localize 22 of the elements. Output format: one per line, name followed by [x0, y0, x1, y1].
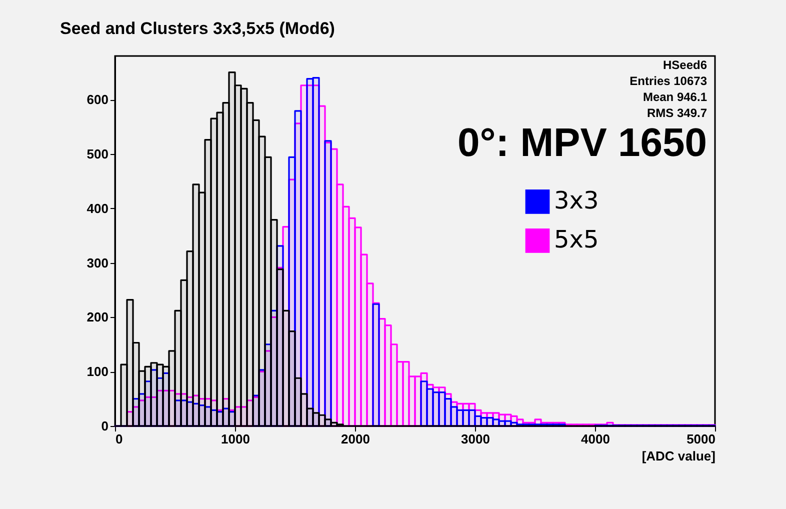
annotation: Mean 946.1	[642, 90, 708, 104]
x-tick-label: 1000	[221, 432, 250, 446]
annotation: HSeed6	[662, 58, 708, 72]
y-tick-label: 400	[86, 200, 108, 216]
annotation: Entries 10673	[630, 74, 708, 88]
legend-label: 5x5	[554, 226, 599, 254]
y-tick-label: 0	[101, 418, 108, 434]
y-tick-label: 200	[86, 310, 108, 325]
y-tick-label: 300	[86, 255, 108, 270]
y-tick-label: 500	[86, 146, 108, 162]
y-tick-label: 100	[86, 364, 108, 380]
x-tick-label: 4000	[581, 432, 610, 446]
x-tick-label: 5000	[686, 432, 716, 446]
x-tick-label: 2000	[341, 432, 370, 446]
x-axis-title: [ADC value]	[642, 448, 716, 464]
legend-label: 3x3	[554, 186, 599, 215]
x-tick-label: 3000	[461, 432, 490, 446]
chart-title: Seed and Clusters 3x3,5x5 (Mod6)	[60, 19, 335, 38]
annotation: RMS 349.7	[646, 106, 708, 120]
x-tick-label: 0	[116, 432, 123, 446]
y-tick-label: 600	[86, 92, 108, 108]
annotation: 0°: MPV 1650	[458, 121, 707, 165]
